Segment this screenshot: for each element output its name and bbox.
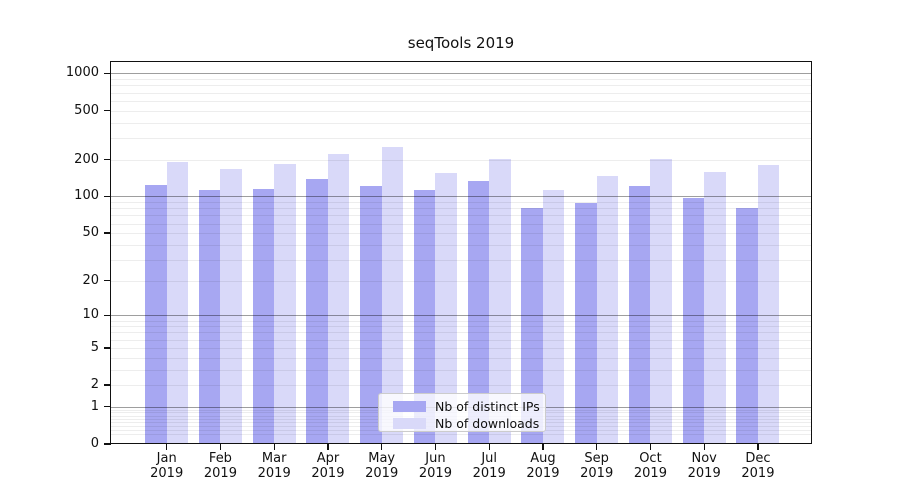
x-axis-tick-mark (327, 444, 329, 450)
y-axis-tick-mark (104, 158, 111, 161)
bar-distinct-ips-jan (145, 185, 167, 444)
y-axis-tick-mark (104, 109, 111, 112)
y-axis-tick-mark (104, 280, 111, 282)
y-axis-tick-mark (104, 195, 111, 198)
x-axis-tick-label-sep: Sep 2019 (580, 451, 614, 481)
bar-downloads-oct (650, 159, 672, 444)
y-axis-tick-mark (104, 384, 111, 386)
y-axis-tick-mark (104, 314, 111, 317)
bar-distinct-ips-nov (682, 197, 705, 444)
x-axis-tick-mark (166, 444, 168, 450)
y-axis-tick-mark (104, 72, 111, 75)
bar-distinct-ips-apr (306, 178, 328, 444)
y-axis-tick-label: 500 (74, 102, 99, 118)
x-axis-tick-label-jun: Jun 2019 (418, 451, 452, 481)
x-axis-tick-mark (596, 444, 598, 450)
y-axis-tick-label: 100 (74, 188, 99, 204)
x-axis-tick-mark (219, 444, 222, 450)
x-axis-tick-mark (757, 444, 759, 450)
x-axis-tick-label-jul: Jul 2019 (472, 451, 506, 481)
y-axis-tick-mark (104, 232, 111, 234)
x-axis-tick-label-feb: Feb 2019 (203, 451, 237, 481)
bar-downloads-aug (542, 189, 565, 444)
x-axis-tick-label-aug: Aug 2019 (526, 451, 560, 481)
bar-downloads-nov (704, 172, 726, 444)
y-axis-tick-label: 2 (90, 377, 99, 393)
x-axis-tick-mark (703, 444, 705, 450)
y-axis-tick-mark (104, 347, 111, 349)
y-axis-tick-label: 10 (82, 307, 99, 323)
bar-distinct-ips-dec (736, 207, 758, 444)
bar-downloads-may (381, 146, 404, 444)
x-axis-tick-mark (542, 444, 544, 450)
bar-distinct-ips-mar (252, 188, 275, 444)
x-axis-tick-mark (434, 444, 437, 450)
y-axis-tick-label: 1000 (65, 65, 99, 81)
y-axis-tick-label: 0 (90, 436, 99, 451)
bars-layer (110, 61, 812, 444)
y-axis-tick-label: 20 (82, 272, 99, 288)
x-axis-tick-label-dec: Dec 2019 (741, 451, 775, 481)
y-axis-tick-label: 200 (74, 151, 99, 167)
bar-downloads-jan (166, 162, 189, 444)
bar-downloads-sep (596, 175, 619, 444)
legend-item-downloads: Nb of downloads (393, 415, 545, 432)
bar-distinct-ips-oct (628, 185, 651, 444)
y-axis-tick-label: 1 (90, 398, 99, 414)
bar-downloads-dec (757, 164, 780, 444)
y-axis-tick-label: 5 (90, 339, 99, 355)
bar-downloads-jul (489, 159, 511, 444)
x-axis-tick-mark (273, 444, 275, 450)
bar-distinct-ips-feb (198, 189, 221, 444)
legend-swatch-downloads (393, 418, 426, 429)
x-axis-tick-label-may: May 2019 (365, 451, 399, 481)
bar-downloads-feb (220, 169, 242, 444)
plot-area: Nb of distinct IPs Nb of downloads (110, 61, 812, 444)
bar-downloads-mar (274, 164, 296, 444)
y-axis-tick-mark (104, 443, 111, 445)
legend: Nb of distinct IPs Nb of downloads (378, 393, 546, 432)
x-axis-tick-mark (649, 444, 652, 450)
chart-title: seqTools 2019 (407, 34, 515, 52)
x-axis-tick-label-oct: Oct 2019 (633, 451, 667, 481)
bar-distinct-ips-jul (467, 180, 490, 444)
legend-label-downloads: Nb of downloads (435, 416, 540, 431)
bar-distinct-ips-aug (521, 207, 543, 444)
x-axis-tick-label-mar: Mar 2019 (257, 451, 291, 481)
y-axis-tick-mark (104, 406, 111, 408)
x-axis-tick-mark (381, 444, 383, 450)
bar-downloads-jun (435, 173, 457, 444)
x-axis-tick-label-jan: Jan 2019 (150, 451, 184, 481)
bar-distinct-ips-jun (413, 189, 436, 444)
legend-swatch-distinct-ips (393, 401, 426, 412)
legend-item-distinct-ips: Nb of distinct IPs (393, 398, 545, 415)
bar-distinct-ips-sep (575, 203, 597, 444)
y-axis-tick-label: 50 (82, 225, 99, 241)
legend-label-distinct-ips: Nb of distinct IPs (435, 399, 540, 414)
bar-downloads-apr (327, 153, 350, 444)
bar-distinct-ips-may (360, 186, 382, 444)
x-axis-tick-mark (488, 444, 490, 450)
x-axis-tick-label-nov: Nov 2019 (687, 451, 721, 481)
x-axis-tick-label-apr: Apr 2019 (311, 451, 345, 481)
